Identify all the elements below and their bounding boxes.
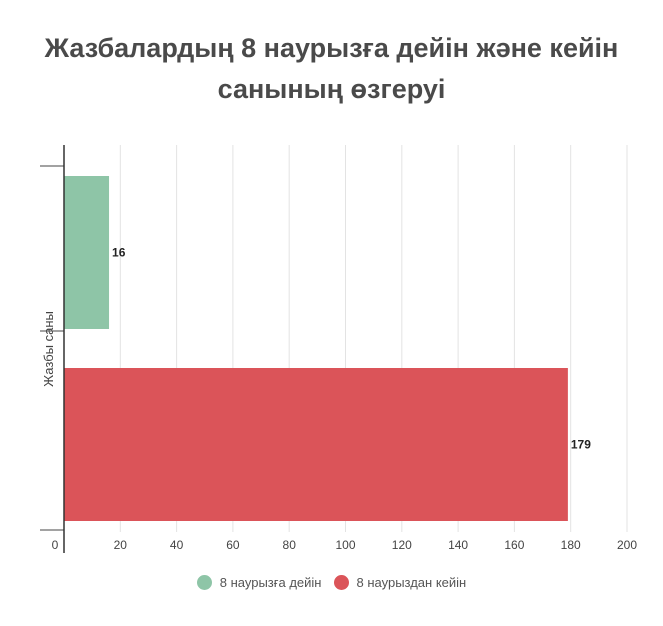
x-tick-label: 40	[170, 538, 184, 552]
chart-title-line-2: санының өзгеруі	[217, 74, 446, 104]
x-tick-label: 80	[283, 538, 297, 552]
x-tick-label: 120	[392, 538, 412, 552]
x-tick-label: 100	[335, 538, 355, 552]
legend-label-before: 8 наурызға дейін	[219, 575, 322, 590]
legend-item-before[interactable]: 8 наурызға дейін	[196, 575, 322, 590]
bar-before	[64, 176, 110, 329]
x-tick-label: 0	[52, 538, 59, 552]
x-tick-label: 180	[561, 538, 581, 552]
x-tick-label: 140	[448, 538, 468, 552]
x-tick-label: 200	[617, 538, 637, 552]
legend-swatch-before	[196, 575, 212, 590]
chart-legend: 8 наурызға дейін 8 наурыздан кейін	[0, 575, 663, 590]
x-tick-label: 160	[504, 538, 524, 552]
data-label-before: 16	[112, 246, 126, 260]
y-axis-title: Жазбы саны	[41, 311, 56, 387]
chart-title-line-1: Жазбалардың 8 наурызға дейін және кейін	[44, 33, 619, 63]
x-tick-label: 20	[114, 538, 128, 552]
chart-title: Жазбалардың 8 наурызға дейін және кейін …	[0, 28, 663, 110]
data-label-after: 179	[571, 438, 591, 452]
legend-item-after[interactable]: 8 наурыздан кейін	[333, 575, 467, 590]
legend-label-after: 8 наурыздан кейін	[356, 575, 467, 590]
x-tick-label: 60	[226, 538, 240, 552]
bar-after	[64, 368, 568, 521]
legend-swatch-after	[333, 575, 349, 590]
